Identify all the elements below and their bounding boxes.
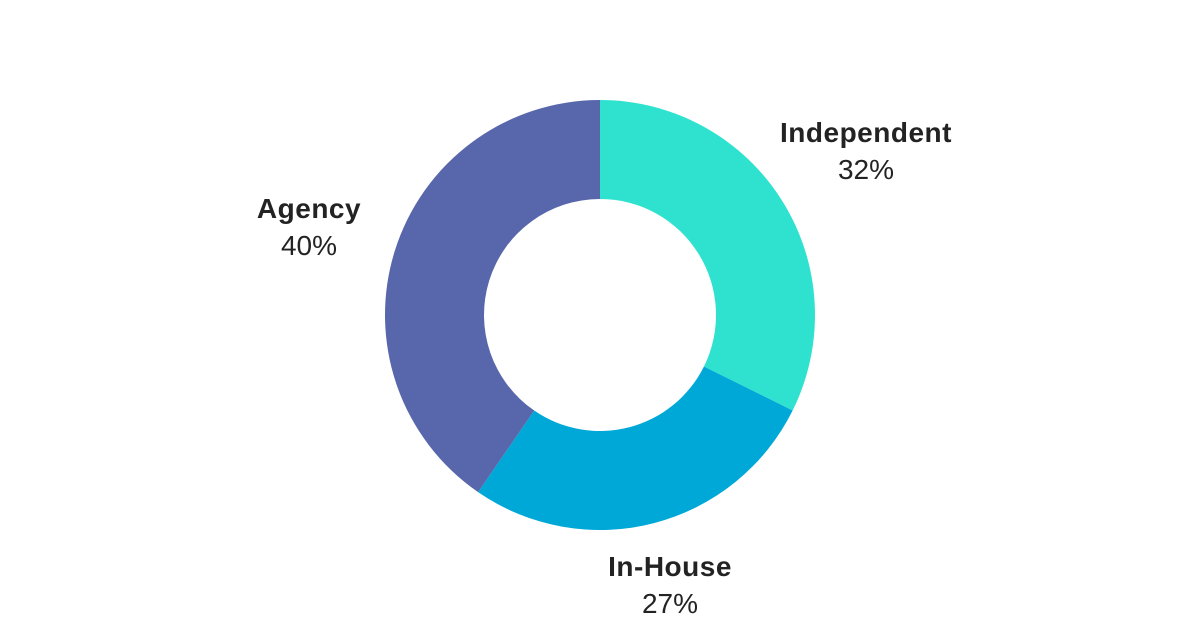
slice-value-independent: 32%	[837, 154, 895, 185]
slice-independent	[600, 100, 815, 411]
slice-in-house	[478, 366, 793, 530]
slice-value-agency: 40%	[280, 230, 338, 261]
slice-name-agency: Agency	[256, 193, 362, 224]
slice-agency	[385, 100, 600, 493]
slice-name-inhouse: In-House	[608, 551, 732, 582]
slice-value-inhouse: 27%	[641, 588, 699, 619]
slice-label-inhouse: In-House 27%	[608, 548, 732, 622]
slice-label-independent: Independent 32%	[780, 114, 952, 188]
slice-label-agency: Agency 40%	[257, 190, 361, 264]
slice-name-independent: Independent	[780, 117, 952, 148]
